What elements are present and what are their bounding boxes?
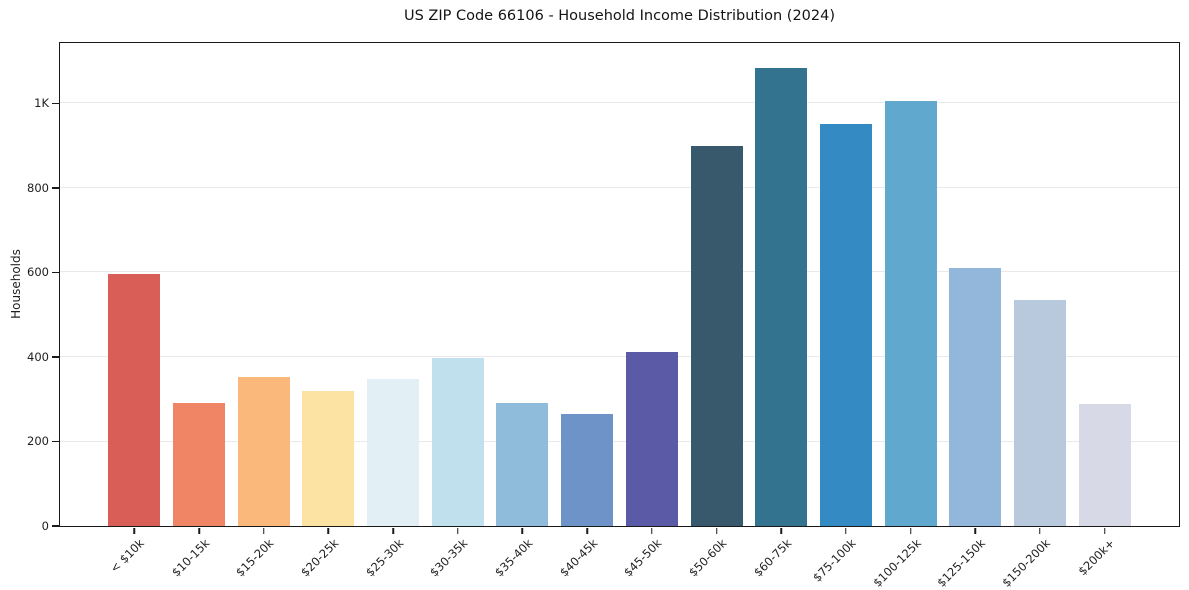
bar-125-150k bbox=[949, 268, 1002, 526]
y-tick-label: 800 bbox=[27, 180, 49, 195]
bar-slot: $30-35k bbox=[425, 43, 490, 579]
y-tick-label: 400 bbox=[27, 349, 49, 364]
x-tick bbox=[457, 527, 459, 534]
x-tick bbox=[327, 527, 330, 534]
x-tick bbox=[586, 527, 588, 534]
bar-slot: $45-50k bbox=[620, 43, 685, 579]
y-tick-label: 200 bbox=[27, 434, 49, 449]
bar-slot: $75-100k bbox=[810, 43, 879, 585]
bar-10-15k bbox=[173, 403, 226, 526]
bar-15-20k bbox=[237, 377, 290, 526]
bar-slot: $200k+ bbox=[1072, 43, 1137, 578]
y-tick-label: 600 bbox=[27, 265, 49, 280]
y-tick-label: 1K bbox=[34, 96, 49, 111]
y-tick-label: 0 bbox=[41, 519, 49, 533]
gridlines-layer bbox=[60, 43, 1179, 526]
bar-150-200k bbox=[1013, 300, 1066, 526]
gridline-400 bbox=[60, 355, 1179, 357]
x-tick-label: $45-50k bbox=[621, 536, 665, 580]
x-tick-label: $60-75k bbox=[750, 536, 795, 580]
bar-slot: $35-40k bbox=[490, 43, 555, 579]
bar-slot: $15-20k bbox=[231, 43, 296, 579]
bar-35-40k bbox=[496, 403, 549, 526]
bar-25-30k bbox=[367, 378, 420, 526]
bar-slot: $40-45k bbox=[555, 43, 620, 579]
x-tick-label: $30-35k bbox=[427, 536, 471, 580]
x-tick-label: $25-30k bbox=[362, 536, 406, 580]
bar-50-60k bbox=[690, 146, 743, 526]
x-tick bbox=[521, 527, 524, 534]
x-tick bbox=[974, 527, 977, 534]
x-tick bbox=[1103, 527, 1106, 534]
x-tick-label: $10-15k bbox=[168, 536, 212, 580]
x-tick bbox=[198, 527, 200, 534]
x-tick-label: $150-200k bbox=[999, 536, 1053, 590]
gridline-600 bbox=[60, 271, 1179, 273]
x-tick bbox=[262, 527, 265, 534]
x-tick bbox=[909, 527, 912, 534]
x-tick-label: $40-45k bbox=[556, 536, 601, 580]
bar-slot: $50-60k bbox=[684, 43, 749, 579]
x-tick-label: $20-25k bbox=[297, 536, 342, 580]
gridline-200 bbox=[60, 440, 1179, 442]
y-tick bbox=[52, 525, 59, 527]
bar-slot: $125-150k bbox=[934, 43, 1008, 590]
x-tick bbox=[845, 527, 847, 534]
x-tick bbox=[133, 527, 136, 534]
x-tick-label: $35-40k bbox=[491, 536, 536, 580]
y-tick bbox=[52, 187, 59, 189]
x-tick-label: $15-20k bbox=[233, 536, 277, 580]
gridline-800 bbox=[60, 186, 1179, 188]
chart-title: US ZIP Code 66106 - Household Income Dis… bbox=[403, 8, 836, 24]
y-tick bbox=[52, 440, 59, 443]
x-tick-label: $50-60k bbox=[686, 536, 730, 580]
bar-10k bbox=[108, 273, 161, 526]
x-tick-label: $125-150k bbox=[934, 536, 989, 590]
bar-200k bbox=[1078, 403, 1131, 526]
bar-slot: $10-15k bbox=[167, 43, 232, 579]
x-tick bbox=[1039, 527, 1041, 534]
bar-slot: $150-200k bbox=[999, 43, 1073, 590]
bar-slot: $60-75k bbox=[749, 43, 814, 579]
bar-40-45k bbox=[561, 414, 614, 526]
y-tick bbox=[52, 271, 59, 274]
bar-45-50k bbox=[625, 352, 678, 526]
x-tick bbox=[392, 527, 394, 534]
x-tick-label: $200k+ bbox=[1075, 536, 1118, 579]
bars-layer: < $10k $10-15k $15-20k $20-25k $25-30k $30-35… bbox=[60, 43, 1179, 590]
y-tick bbox=[52, 356, 59, 358]
bar-20-25k bbox=[302, 390, 355, 526]
bar-slot: $25-30k bbox=[361, 43, 426, 579]
x-tick-label: $100-125k bbox=[869, 536, 924, 590]
bar-60-75k bbox=[755, 68, 808, 526]
x-tick bbox=[780, 527, 782, 534]
bar-100-125k bbox=[884, 100, 937, 526]
x-tick-label: < $10k bbox=[107, 536, 148, 576]
y-axis-label: Households bbox=[9, 249, 23, 319]
gridline-1000 bbox=[60, 102, 1179, 104]
x-tick bbox=[651, 527, 653, 534]
bar-slot: $20-25k bbox=[296, 43, 361, 579]
x-tick bbox=[715, 527, 718, 534]
bar-75-100k bbox=[819, 124, 872, 526]
bar-slot: $100-125k bbox=[870, 43, 943, 590]
bar-slot: < $10k bbox=[102, 43, 167, 576]
y-tick bbox=[52, 102, 59, 105]
plot-area: < $10k $10-15k $15-20k $20-25k $25-30k $30-35… bbox=[27, 42, 1180, 590]
bar-30-35k bbox=[431, 357, 484, 526]
x-tick-label: $75-100k bbox=[810, 536, 859, 585]
